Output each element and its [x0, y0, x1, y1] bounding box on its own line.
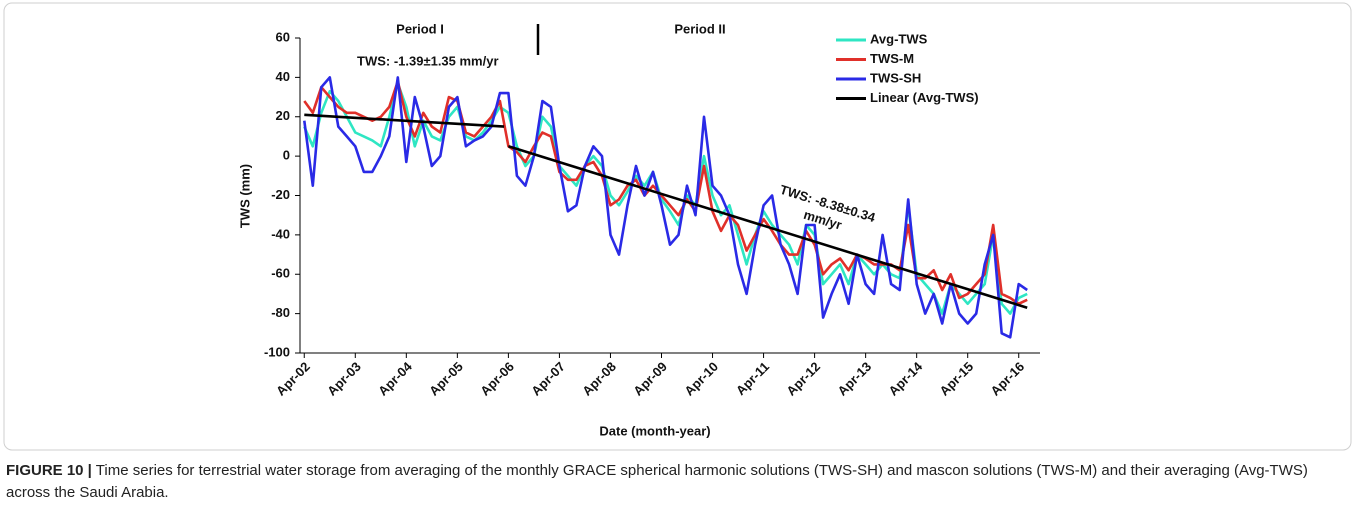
y-tick-label: -40 [271, 226, 290, 241]
annotation: Period II [674, 21, 725, 36]
chart: Period I Period II TWS: -1.39±1.35 mm/yr… [3, 2, 1352, 451]
y-tick-label: 60 [276, 29, 290, 44]
x-tick-label: Apr-08 [579, 359, 619, 399]
x-tick-label: Apr-05 [426, 359, 466, 399]
annotation: Period I [396, 21, 444, 36]
x-tick-label: Apr-07 [528, 359, 568, 399]
legend-label: Linear (Avg-TWS) [870, 90, 979, 105]
x-tick-label: Apr-09 [630, 359, 670, 399]
figure-frame [3, 2, 1352, 451]
series-line [304, 113, 1028, 309]
x-tick-label: Apr-14 [885, 358, 925, 398]
series-line [303, 80, 1028, 306]
legend-label: TWS-M [870, 51, 914, 66]
y-tick-label: -80 [271, 305, 290, 320]
x-tick-label: Apr-16 [988, 359, 1028, 399]
x-axis-label: Date (month-year) [599, 423, 710, 438]
x-tick-label: Apr-02 [273, 359, 313, 399]
y-axis-label: TWS (mm) [237, 164, 252, 228]
series-line [303, 76, 1028, 339]
y-tick-label: -20 [271, 187, 290, 202]
caption: FIGURE 10 | Time series for terrestrial … [6, 460, 1336, 504]
x-tick-label: Apr-03 [324, 359, 364, 399]
x-tick-label: Apr-10 [681, 359, 721, 399]
x-tick-label: Apr-06 [477, 359, 517, 399]
annotation: TWS: -1.39±1.35 mm/yr [357, 53, 499, 68]
caption-label: FIGURE 10 | [6, 462, 92, 479]
y-tick-label: -60 [271, 266, 290, 281]
y-tick-label: 40 [276, 69, 290, 84]
x-tick-label: Apr-13 [834, 359, 874, 399]
y-tick-label: -100 [264, 344, 290, 359]
x-tick-label: Apr-12 [783, 359, 823, 399]
x-tick-label: Apr-04 [375, 358, 415, 398]
legend-label: Avg-TWS [870, 31, 928, 46]
x-tick-label: Apr-15 [937, 359, 977, 399]
caption-text: Time series for terrestrial water storag… [6, 462, 1308, 501]
legend-label: TWS-SH [870, 70, 921, 85]
y-tick-label: 20 [276, 108, 290, 123]
y-tick-label: 0 [283, 148, 290, 163]
x-tick-label: Apr-11 [733, 359, 772, 398]
